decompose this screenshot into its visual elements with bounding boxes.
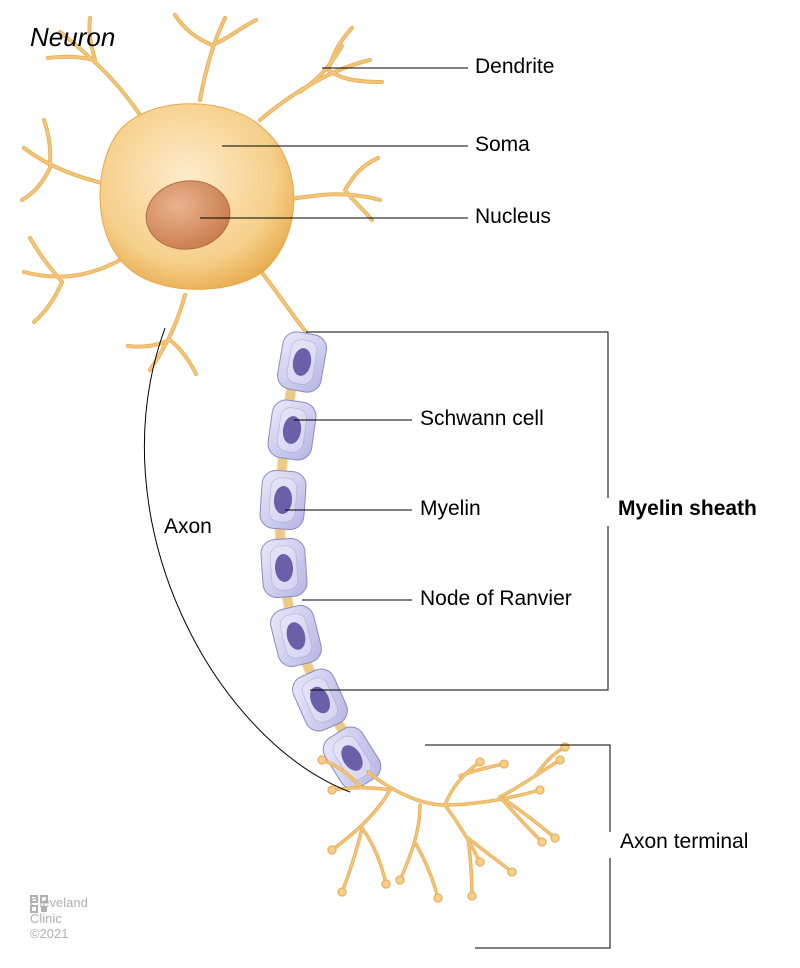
label-terminal: Axon terminal [620, 830, 748, 854]
attribution: Cleveland Clinic ©2021 [30, 895, 88, 942]
label-schwann: Schwann cell [420, 407, 544, 431]
label-soma: Soma [475, 133, 530, 157]
schwann-cells-group [259, 330, 386, 795]
neuron-diagram [0, 0, 800, 968]
label-nucleus: Nucleus [475, 205, 551, 229]
label-node: Node of Ranvier [420, 587, 572, 611]
diagram-title: Neuron [30, 22, 115, 53]
cleveland-clinic-logo-icon [30, 895, 48, 913]
attribution-copyright: ©2021 [30, 926, 69, 941]
label-dendrite: Dendrite [475, 55, 554, 79]
label-axon: Axon [164, 515, 212, 539]
label-myelin: Myelin [420, 497, 481, 521]
label-sheath: Myelin sheath [618, 497, 757, 521]
